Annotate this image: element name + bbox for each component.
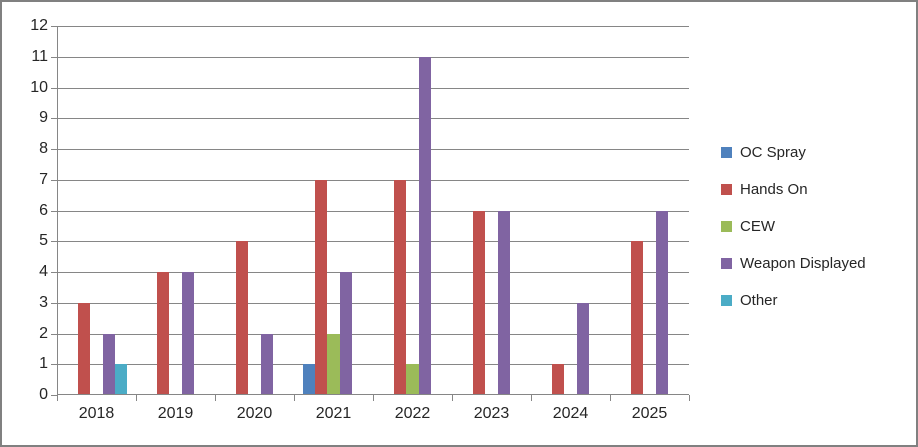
y-axis-tick: [51, 26, 57, 27]
bar-weapon-displayed-2024: [576, 302, 589, 395]
gridline: [57, 179, 689, 181]
bar-weapon-displayed-2022: [418, 56, 431, 395]
gridline: [57, 272, 689, 273]
bar-hands-on-2025: [631, 241, 644, 395]
x-tick-label: 2020: [236, 405, 273, 422]
legend-swatch-other: [721, 295, 732, 306]
x-tick-label: 2019: [157, 405, 194, 422]
bar-weapon-displayed-2018: [102, 333, 115, 395]
x-axis-tick: [294, 395, 295, 401]
x-tick-label: 2023: [473, 405, 510, 422]
y-tick-label: 0: [39, 386, 48, 403]
legend-label: Hands On: [740, 181, 808, 198]
gridline: [57, 333, 689, 335]
y-axis-tick: [51, 364, 57, 366]
bar-hands-on-2022: [394, 179, 407, 395]
gridline: [57, 149, 689, 150]
y-axis-tick: [51, 302, 57, 304]
y-tick-label: 2: [39, 324, 48, 342]
x-axis-tick: [215, 395, 216, 401]
bar-hands-on-2024: [552, 364, 565, 395]
legend-item-hands-on: Hands On: [721, 171, 911, 208]
bar-hands-on-2020: [236, 241, 249, 395]
legend-label: Weapon Displayed: [740, 255, 866, 272]
bar-weapon-displayed-2025: [655, 210, 668, 395]
gridline: [57, 302, 689, 304]
bar-other-2018: [114, 364, 127, 395]
bar-oc-spray-2021: [303, 364, 316, 395]
gridline: [57, 364, 689, 366]
y-axis-tick: [51, 210, 57, 212]
legend-item-oc-spray: OC Spray: [721, 134, 911, 171]
y-tick-label: 5: [39, 232, 48, 250]
y-axis-tick: [51, 395, 57, 396]
gridline: [57, 56, 689, 58]
bar-cew-2022: [406, 364, 419, 395]
legend-label: CEW: [740, 218, 775, 235]
x-axis-tick: [610, 395, 611, 401]
y-axis-tick: [51, 272, 57, 273]
legend-swatch-cew: [721, 221, 732, 232]
y-tick-label: 4: [39, 263, 48, 280]
bar-hands-on-2018: [78, 302, 91, 395]
legend-item-cew: CEW: [721, 208, 911, 245]
gridline: [57, 87, 689, 89]
legend-swatch-oc-spray: [721, 147, 732, 158]
x-axis-tick: [452, 395, 453, 401]
gridline: [57, 241, 689, 243]
bar-hands-on-2021: [315, 179, 328, 395]
legend-item-weapon-displayed: Weapon Displayed: [721, 245, 911, 282]
y-tick-label: 11: [31, 47, 48, 65]
y-axis-tick: [51, 56, 57, 58]
bar-weapon-displayed-2020: [260, 333, 273, 395]
plot-area: [51, 26, 690, 401]
x-axis-tick: [136, 395, 137, 401]
gridline: [57, 210, 689, 212]
y-tick-label: 12: [30, 17, 48, 34]
bar-weapon-displayed-2023: [497, 210, 510, 395]
gridline: [57, 26, 689, 27]
legend-swatch-weapon-displayed: [721, 258, 732, 269]
legend-label: OC Spray: [740, 144, 806, 161]
bar-weapon-displayed-2019: [181, 272, 194, 395]
y-tick-label: 6: [39, 201, 48, 219]
x-tick-label: 2025: [631, 405, 668, 422]
y-tick-label: 9: [39, 109, 48, 127]
gridline: [57, 118, 689, 120]
y-axis-tick: [51, 241, 57, 243]
x-axis-tick: [689, 395, 690, 401]
legend-item-other: Other: [721, 282, 911, 319]
bar-hands-on-2023: [473, 210, 486, 395]
legend-swatch-hands-on: [721, 184, 732, 195]
x-tick-label: 2024: [552, 405, 589, 422]
y-axis-line: [57, 26, 58, 395]
x-axis-line: [57, 394, 689, 395]
bar-cew-2021: [327, 333, 340, 395]
y-tick-label: 7: [39, 170, 48, 188]
y-axis-tick: [51, 149, 57, 150]
x-axis-tick: [373, 395, 374, 401]
bar-weapon-displayed-2021: [339, 272, 352, 395]
legend-label: Other: [740, 292, 778, 309]
x-tick-label: 2021: [315, 405, 352, 422]
bar-hands-on-2019: [157, 272, 170, 395]
y-tick-label: 1: [39, 355, 48, 373]
y-axis-tick: [51, 118, 57, 120]
x-tick-label: 2022: [394, 405, 431, 422]
x-tick-label: 2018: [78, 405, 115, 422]
y-tick-label: 8: [39, 140, 48, 157]
y-tick-label: 10: [30, 78, 48, 96]
y-tick-label: 3: [39, 293, 48, 311]
legend: OC Spray Hands On CEW Weapon Displayed Other: [721, 134, 911, 319]
x-axis-tick: [531, 395, 532, 401]
y-axis-tick: [51, 179, 57, 181]
y-axis-tick: [51, 87, 57, 89]
x-axis-tick: [57, 395, 58, 401]
y-axis-tick: [51, 333, 57, 335]
